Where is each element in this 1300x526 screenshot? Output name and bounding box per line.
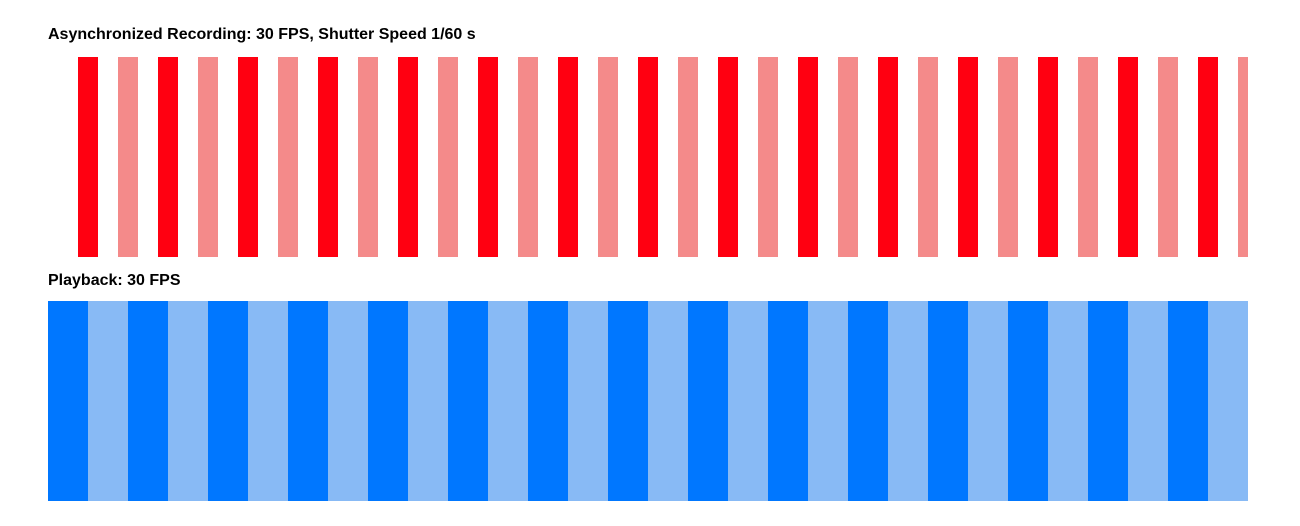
playback-frame-28 <box>1128 301 1168 501</box>
playback-frame-9 <box>368 301 408 501</box>
recording-frame-6 <box>278 57 298 257</box>
playback-frame-13 <box>528 301 568 501</box>
recording-frame-8 <box>358 57 378 257</box>
recording-frame-13 <box>558 57 578 257</box>
playback-title: Playback: 30 FPS <box>48 272 181 289</box>
playback-frame-19 <box>768 301 808 501</box>
playback-frame-20 <box>808 301 848 501</box>
playback-frame-21 <box>848 301 888 501</box>
playback-frame-6 <box>248 301 288 501</box>
recording-frame-26 <box>1078 57 1098 257</box>
playback-frame-5 <box>208 301 248 501</box>
recording-frame-20 <box>838 57 858 257</box>
playback-frame-8 <box>328 301 368 501</box>
playback-frame-17 <box>688 301 728 501</box>
playback-frame-12 <box>488 301 528 501</box>
recording-frame-7 <box>318 57 338 257</box>
playback-frame-27 <box>1088 301 1128 501</box>
recording-frame-15 <box>638 57 658 257</box>
recording-frame-9 <box>398 57 418 257</box>
recording-title: Asynchronized Recording: 30 FPS, Shutter… <box>48 26 476 43</box>
recording-frame-25 <box>1038 57 1058 257</box>
recording-frame-2 <box>118 57 138 257</box>
playback-frame-15 <box>608 301 648 501</box>
playback-frame-30 <box>1208 301 1248 501</box>
playback-frame-25 <box>1008 301 1048 501</box>
playback-frame-26 <box>1048 301 1088 501</box>
recording-frame-16 <box>678 57 698 257</box>
recording-frame-27 <box>1118 57 1138 257</box>
playback-frame-3 <box>128 301 168 501</box>
recording-frame-12 <box>518 57 538 257</box>
playback-frame-4 <box>168 301 208 501</box>
playback-frame-11 <box>448 301 488 501</box>
recording-frame-1 <box>78 57 98 257</box>
playback-frame-23 <box>928 301 968 501</box>
playback-frame-18 <box>728 301 768 501</box>
playback-frame-24 <box>968 301 1008 501</box>
recording-frame-24 <box>998 57 1018 257</box>
playback-frame-22 <box>888 301 928 501</box>
playback-frame-16 <box>648 301 688 501</box>
playback-frames <box>48 301 1248 501</box>
playback-frame-1 <box>48 301 88 501</box>
recording-frame-29 <box>1198 57 1218 257</box>
recording-frame-11 <box>478 57 498 257</box>
playback-frame-2 <box>88 301 128 501</box>
recording-frame-30 <box>1238 57 1248 257</box>
recording-frame-5 <box>238 57 258 257</box>
recording-frame-22 <box>918 57 938 257</box>
recording-frame-18 <box>758 57 778 257</box>
playback-frame-14 <box>568 301 608 501</box>
recording-frame-19 <box>798 57 818 257</box>
recording-frame-23 <box>958 57 978 257</box>
playback-frame-10 <box>408 301 448 501</box>
recording-frame-14 <box>598 57 618 257</box>
playback-frame-29 <box>1168 301 1208 501</box>
recording-frame-28 <box>1158 57 1178 257</box>
recording-frame-4 <box>198 57 218 257</box>
playback-frame-7 <box>288 301 328 501</box>
recording-frame-21 <box>878 57 898 257</box>
recording-frame-17 <box>718 57 738 257</box>
recording-frame-3 <box>158 57 178 257</box>
recording-frame-10 <box>438 57 458 257</box>
recording-frames <box>48 57 1248 257</box>
